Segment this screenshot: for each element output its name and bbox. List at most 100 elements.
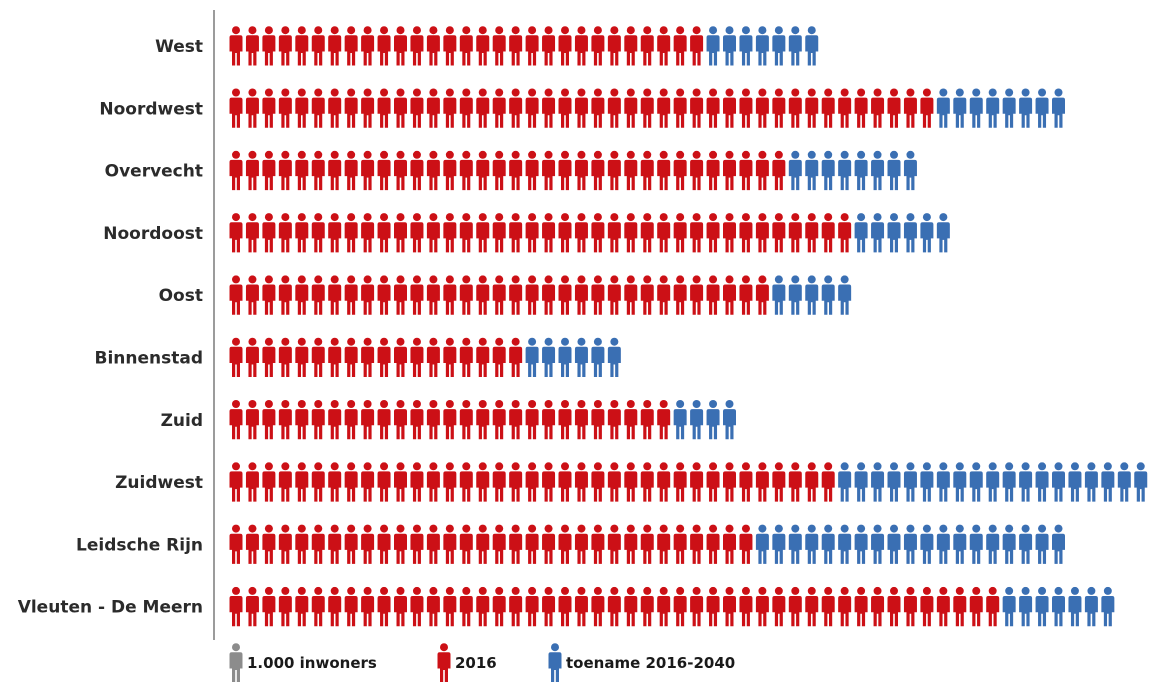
- person-icon-toename: [1101, 462, 1115, 502]
- person-icon-2016: [377, 586, 391, 627]
- person-icon-2016: [426, 26, 440, 66]
- person-icon-toename: [838, 150, 852, 191]
- person-icon-2016: [509, 275, 523, 315]
- person-icon-toename: [1019, 462, 1033, 502]
- person-icon-2016: [245, 524, 259, 564]
- person-icon-2016: [525, 150, 539, 191]
- category-label: Noordwest: [99, 99, 203, 119]
- person-icon-toename: [1019, 524, 1033, 564]
- person-icon-2016: [311, 88, 325, 128]
- person-icon-2016: [459, 400, 473, 440]
- person-icon-2016: [887, 586, 901, 627]
- legend-item: 1.000 inwoners: [229, 643, 377, 682]
- person-icon-2016: [311, 524, 325, 564]
- person-icon-2016: [772, 150, 786, 191]
- row-zuid: Zuid: [161, 400, 736, 440]
- person-icon-toename: [805, 26, 819, 66]
- person-icon-2016: [262, 337, 276, 377]
- person-icon-toename: [903, 150, 917, 191]
- legend-item: toename 2016-2040: [548, 643, 735, 682]
- person-icon-toename: [690, 400, 704, 440]
- person-icon-2016: [361, 213, 375, 253]
- person-icon-2016: [574, 524, 588, 564]
- person-icon-2016: [953, 586, 967, 627]
- person-icon-2016: [278, 337, 292, 377]
- person-icon-2016: [690, 213, 704, 253]
- person-icon-2016: [574, 586, 588, 627]
- person-icon-toename: [772, 524, 786, 564]
- person-icon-toename: [607, 337, 621, 377]
- person-icon-2016: [361, 26, 375, 66]
- person-icon-2016: [262, 400, 276, 440]
- row-west: West: [155, 26, 819, 66]
- person-icon-2016: [673, 26, 687, 66]
- person-icon-2016: [443, 337, 457, 377]
- person-icon-toename: [821, 524, 835, 564]
- person-icon-2016: [640, 150, 654, 191]
- person-icon-2016: [344, 26, 358, 66]
- person-icon-toename: [1084, 586, 1098, 627]
- person-icon-toename: [871, 150, 885, 191]
- category-label: Leidsche Rijn: [76, 535, 203, 555]
- person-icon-toename: [1052, 524, 1065, 564]
- person-icon-2016: [426, 150, 440, 191]
- person-icon-2016: [574, 462, 588, 502]
- person-icon-2016: [459, 462, 473, 502]
- person-icon-2016: [838, 88, 852, 128]
- person-icon-2016: [558, 586, 572, 627]
- person-icon-toename: [920, 213, 934, 253]
- person-icon-2016: [788, 213, 802, 253]
- person-icon-2016: [607, 26, 621, 66]
- person-icon-2016: [690, 586, 704, 627]
- person-icon-2016: [410, 462, 424, 502]
- person-icon-2016: [443, 150, 457, 191]
- person-icon-2016: [591, 400, 605, 440]
- person-icon-2016: [755, 275, 769, 315]
- person-icon-toename: [920, 462, 934, 502]
- person-icon: [548, 643, 562, 682]
- person-icon-2016: [245, 26, 259, 66]
- person-icon-2016: [426, 275, 440, 315]
- person-icon-2016: [426, 462, 440, 502]
- person-icon-2016: [706, 275, 720, 315]
- person-icon-2016: [690, 88, 704, 128]
- person-icon-2016: [542, 524, 556, 564]
- person-icon-2016: [262, 26, 276, 66]
- person-icon-2016: [624, 524, 638, 564]
- person-icon-2016: [755, 88, 769, 128]
- person-icon-2016: [344, 88, 358, 128]
- person-icon-2016: [558, 213, 572, 253]
- person-icon-2016: [443, 88, 457, 128]
- person-icon-toename: [1035, 462, 1049, 502]
- person-icon-toename: [854, 213, 868, 253]
- person-icon-2016: [624, 586, 638, 627]
- person-icon-2016: [574, 150, 588, 191]
- person-icon-toename: [821, 275, 835, 315]
- person-icon-toename: [838, 462, 852, 502]
- person-icon-2016: [525, 26, 539, 66]
- person-icon-2016: [673, 150, 687, 191]
- person-icon-2016: [755, 462, 769, 502]
- person-icon-2016: [607, 88, 621, 128]
- person-icon-2016: [328, 150, 342, 191]
- person-icon-2016: [788, 586, 802, 627]
- person-icon-toename: [673, 400, 687, 440]
- person-icon-2016: [410, 213, 424, 253]
- person-icon-2016: [591, 524, 605, 564]
- person-icon-toename: [854, 462, 868, 502]
- person-icon-2016: [229, 400, 243, 440]
- person-icon-2016: [394, 462, 407, 502]
- person-icon-2016: [229, 213, 243, 253]
- person-icon-2016: [591, 275, 605, 315]
- person-icon-toename: [838, 275, 852, 315]
- person-icon-2016: [295, 275, 309, 315]
- person-icon-toename: [887, 213, 901, 253]
- person-icon-2016: [476, 26, 490, 66]
- person-icon-2016: [673, 275, 687, 315]
- person-icon-2016: [640, 586, 654, 627]
- person-icon-2016: [492, 462, 506, 502]
- person-icon-2016: [262, 213, 276, 253]
- person-icon-2016: [591, 150, 605, 191]
- person-icon-2016: [278, 524, 292, 564]
